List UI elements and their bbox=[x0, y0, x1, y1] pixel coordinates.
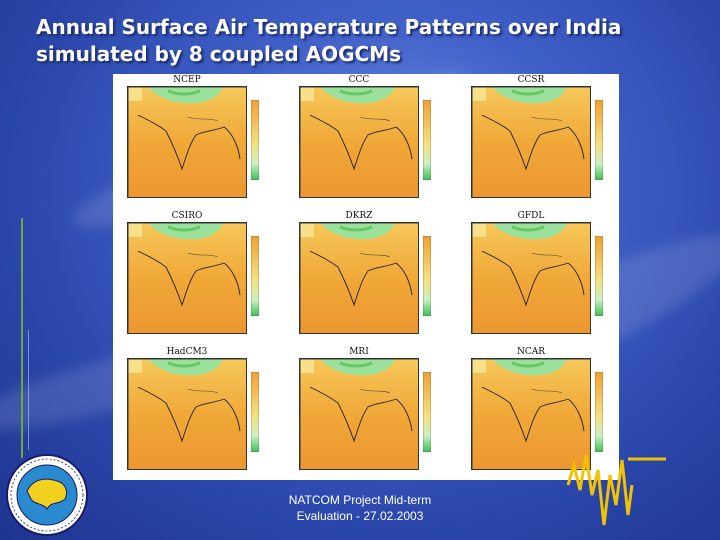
temperature-map bbox=[299, 358, 419, 470]
color-scale-bar bbox=[251, 236, 259, 316]
temperature-map bbox=[299, 86, 419, 198]
model-panel-grid: NCEP CCC CCSR CSIRO DKRZ GFDL HadCM3 MRI NCAR bbox=[113, 74, 619, 480]
footer-line2: Evaluation - 27.02.2003 bbox=[296, 509, 424, 523]
model-panel: CCC bbox=[299, 75, 431, 198]
slide-title-line2: simulated by 8 coupled AOGCMs bbox=[36, 42, 402, 66]
slide-footer: NATCOM Project Mid-term Evaluation - 27.… bbox=[255, 492, 465, 524]
model-panel: CSIRO bbox=[127, 211, 259, 334]
temperature-map bbox=[127, 222, 247, 334]
model-panel: CCSR bbox=[471, 75, 603, 198]
model-panel-label: NCAR bbox=[516, 347, 546, 357]
model-panel-label: HadCM3 bbox=[166, 347, 208, 357]
model-panel-label: CCC bbox=[348, 75, 370, 85]
model-panel: HadCM3 bbox=[127, 347, 259, 470]
slide-title-line1: Annual Surface Air Temperature Patterns … bbox=[36, 15, 622, 39]
footer-line1: NATCOM Project Mid-term bbox=[288, 493, 432, 507]
model-panel: GFDL bbox=[471, 211, 603, 334]
color-scale-bar bbox=[595, 372, 603, 452]
color-scale-bar bbox=[423, 100, 431, 180]
color-scale-bar bbox=[595, 236, 603, 316]
temperature-map bbox=[471, 86, 591, 198]
temperature-map bbox=[299, 222, 419, 334]
color-scale-bar bbox=[423, 236, 431, 316]
decorative-line-thin bbox=[28, 330, 29, 450]
color-scale-bar bbox=[595, 100, 603, 180]
model-panel-label: MRI bbox=[349, 347, 369, 357]
color-scale-bar bbox=[423, 372, 431, 452]
model-panel: NCAR bbox=[471, 347, 603, 470]
color-scale-bar bbox=[251, 372, 259, 452]
model-panel-label: NCEP bbox=[173, 75, 201, 85]
model-panel: NCEP bbox=[127, 75, 259, 198]
emblem-logo bbox=[6, 454, 88, 536]
temperature-map bbox=[127, 358, 247, 470]
temperature-map bbox=[471, 358, 591, 470]
model-panel-label: DKRZ bbox=[345, 211, 373, 221]
model-panel-label: CSIRO bbox=[171, 211, 203, 221]
decorative-wave bbox=[566, 454, 666, 526]
temperature-map bbox=[127, 86, 247, 198]
model-panel-label: CCSR bbox=[517, 75, 545, 85]
temperature-map bbox=[471, 222, 591, 334]
model-panel: DKRZ bbox=[299, 211, 431, 334]
model-panel-label: GFDL bbox=[517, 211, 545, 221]
color-scale-bar bbox=[251, 100, 259, 180]
decorative-line bbox=[21, 218, 23, 458]
slide-title: Annual Surface Air Temperature Patterns … bbox=[36, 14, 676, 68]
model-panel: MRI bbox=[299, 347, 431, 470]
